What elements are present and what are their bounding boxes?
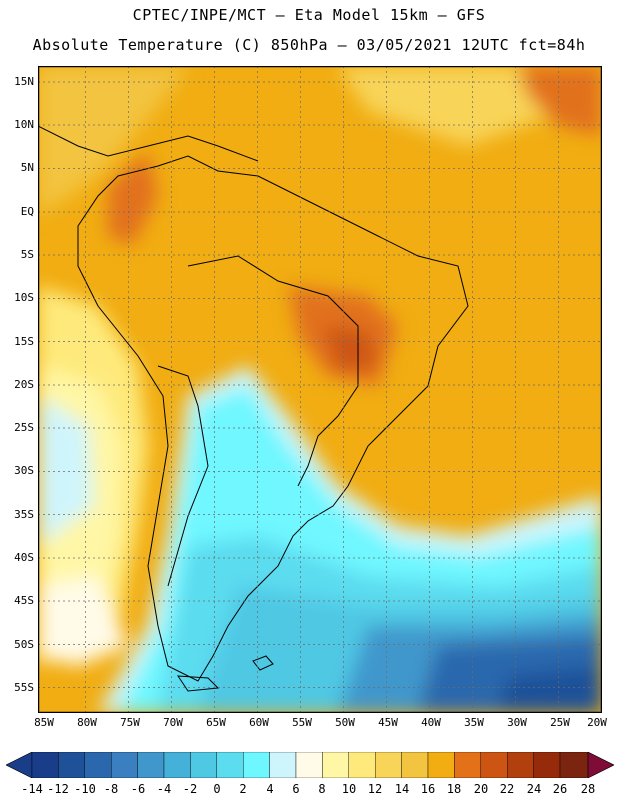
colorbar-box	[84, 752, 112, 778]
colorbar-label: -10	[74, 782, 96, 796]
lat-label: 35S	[14, 508, 34, 521]
colorbar-label: 12	[367, 782, 383, 796]
colorbar-box	[163, 752, 191, 778]
colorbar-label: -4	[156, 782, 172, 796]
colorbar-label: 18	[446, 782, 462, 796]
colorbar-label: 2	[239, 782, 247, 796]
colorbar-label: 24	[526, 782, 542, 796]
field-pacific-pale	[38, 576, 128, 666]
header-title: CPTEC/INPE/MCT – Eta Model 15km – GFS	[132, 6, 486, 24]
colorbar-box	[31, 752, 59, 778]
colorbar-box	[507, 752, 534, 778]
coastline-south-america	[77, 155, 469, 682]
field-hot-north-right	[518, 66, 602, 136]
colorbar-label: 8	[318, 782, 326, 796]
lon-label: 70W	[163, 716, 183, 729]
colorbar-label: 28	[580, 782, 596, 796]
colorbar-label: 14	[394, 782, 410, 796]
lon-label: 25W	[550, 716, 570, 729]
lon-label: 65W	[206, 716, 226, 729]
colorbar-box	[348, 752, 376, 778]
lat-label: 10S	[14, 291, 34, 304]
field-hot-colombia	[108, 151, 158, 246]
colorbar-box	[110, 752, 138, 778]
header-subtitle: Absolute Temperature (C) 850hPa – 03/05/…	[32, 36, 586, 54]
lat-label: 40S	[14, 551, 34, 564]
colorbar-box	[454, 752, 481, 778]
colorbar-label: -2	[182, 782, 198, 796]
lat-label: 50S	[14, 638, 34, 651]
lon-label: 20W	[587, 716, 607, 729]
colorbar-box	[216, 752, 244, 778]
lon-label: 55W	[292, 716, 312, 729]
colorbar-label: -12	[47, 782, 69, 796]
border-brazil	[187, 255, 359, 487]
colorbar-label: 16	[420, 782, 436, 796]
lon-label: 80W	[77, 716, 97, 729]
colorbar-label: 20	[473, 782, 489, 796]
lat-label: 30S	[14, 464, 34, 477]
lat-label: 55S	[14, 681, 34, 694]
lat-label: 25S	[14, 421, 34, 434]
field-cold-blue5	[498, 666, 602, 713]
lat-label: 5N	[20, 161, 34, 174]
colorbar-label: 22	[499, 782, 515, 796]
border-andes	[157, 365, 209, 587]
colorbar-box	[401, 752, 429, 778]
colorbar-box	[480, 752, 508, 778]
colorbar-label: 4	[266, 782, 274, 796]
tierra-del-fuego	[177, 675, 220, 692]
field-north-pacific	[38, 66, 188, 216]
colorbar-box	[559, 752, 589, 778]
colorbar-arrow-right	[587, 752, 614, 778]
map-border	[38, 66, 602, 713]
lon-label: 60W	[249, 716, 269, 729]
colorbar-box	[375, 752, 402, 778]
colorbar-label: 10	[341, 782, 357, 796]
lat-label: 20S	[14, 378, 34, 391]
lon-label: 85W	[34, 716, 54, 729]
lon-label: 75W	[120, 716, 140, 729]
lat-label: EQ	[20, 205, 34, 218]
lat-label: 15S	[14, 335, 34, 348]
colorbar-box	[322, 752, 349, 778]
temperature-map	[38, 66, 602, 713]
lat-label: 15N	[14, 75, 34, 88]
colorbar-label: -14	[21, 782, 43, 796]
colorbar-box	[190, 752, 217, 778]
lon-label: 40W	[421, 716, 441, 729]
lon-label: 30W	[507, 716, 527, 729]
lon-label: 50W	[335, 716, 355, 729]
colorbar-box	[427, 752, 455, 778]
colorbar-label: -8	[103, 782, 119, 796]
colorbar-box	[137, 752, 165, 778]
colorbar-box	[58, 752, 86, 778]
colorbar-box	[295, 752, 323, 778]
field-hot-core	[323, 326, 378, 371]
colorbar-box	[533, 752, 561, 778]
lat-label: 45S	[14, 594, 34, 607]
lon-label: 35W	[464, 716, 484, 729]
colorbar-box	[269, 752, 297, 778]
colorbar-label: 6	[292, 782, 300, 796]
lat-label: 5S	[20, 248, 34, 261]
colorbar-arrow-left	[6, 752, 33, 778]
colorbar-label: -6	[130, 782, 146, 796]
colorbar-label: 0	[213, 782, 221, 796]
lat-label: 10N	[14, 118, 34, 131]
colorbar-box	[242, 752, 270, 778]
coast-caribbean	[38, 125, 259, 162]
lon-label: 45W	[378, 716, 398, 729]
field-pacific-mix	[38, 396, 93, 546]
colorbar	[6, 752, 614, 778]
colorbar-label: 26	[552, 782, 568, 796]
